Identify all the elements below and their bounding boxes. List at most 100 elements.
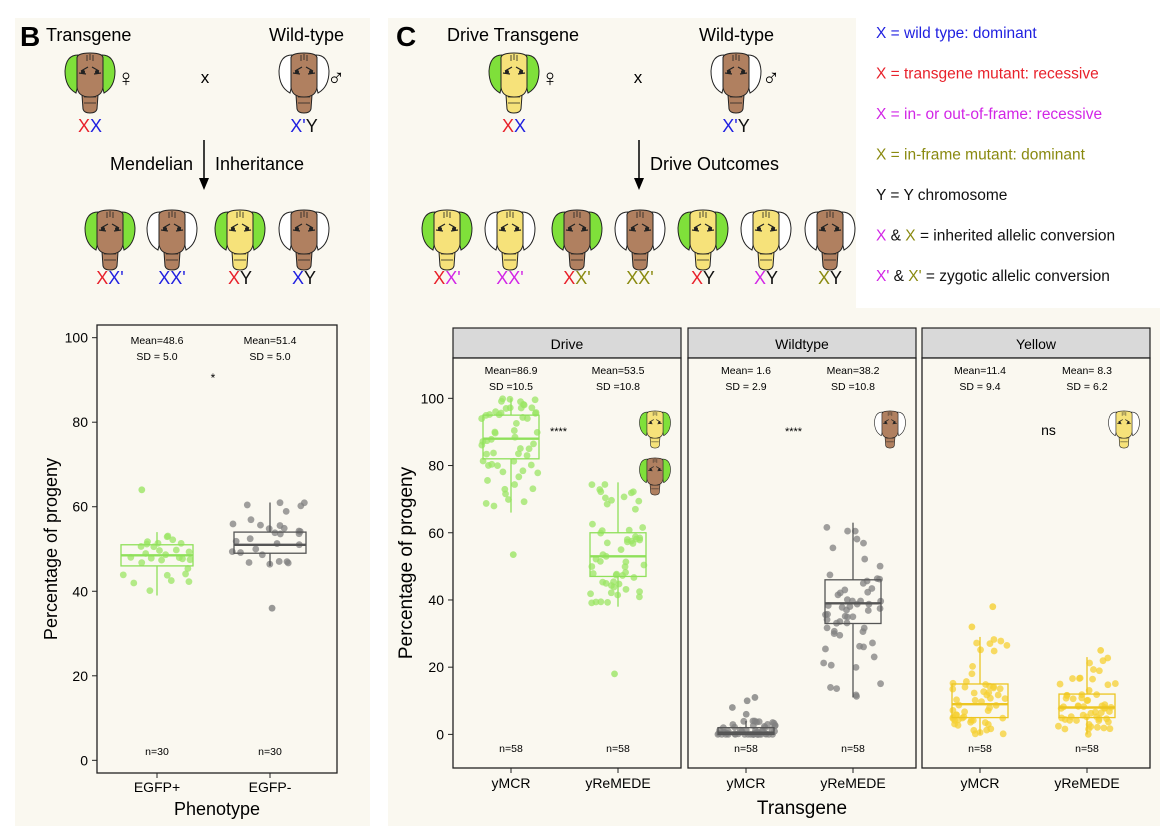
chart-c-facet-0-series-0-point [490,502,498,510]
legend-item-3-part-0: X = in-frame mutant: dominant [876,147,1086,164]
fly-b-offspring-1-bristles [168,211,176,218]
chart-b-series-1-point [228,548,236,556]
chart-c-facet-0-n-label-1: n=58 [606,743,630,755]
chart-c-facet-1-series-0-outlier-3 [751,694,759,701]
chart-c-facet-2-series-0-point [968,670,976,678]
chart-b-series-0-point [143,540,151,548]
chart-c-facet-1-fly-icon-0-antennae [883,419,897,425]
fly-b-offspring-0 [84,209,136,271]
chart-b-series-1-point [258,551,266,559]
chart-b-series-0-point [156,547,163,554]
fly-b-parent-female-right-antenna-base [95,70,99,74]
chart-c-facet-0-series-0-point [482,500,490,507]
chart-c-facet-0-series-1-point [588,481,596,489]
chart-c-facet-0-series-1-point [589,570,597,577]
fly-c-parent-male-antennae [724,66,748,75]
fly-b-parent-male [278,52,330,114]
panel-c-offspring-genotype-1-part-1: X' [508,268,523,288]
fly-b-offspring-2-left-antenna-base [231,227,235,231]
chart-c-facet-0-series-0-point [488,460,496,468]
chart-b-series-1-point [300,499,308,507]
fly-b-parent-female-antennae [78,66,102,75]
chart-c-facet-0-series-1-point [597,598,605,606]
fly-c-offspring-1-face [496,209,524,255]
fly-c-offspring-6-antennae [818,223,842,232]
chart-c-facet-2-series-1-point [1055,722,1062,730]
chart-b-sd-label-1: SD = 5.0 [249,351,290,363]
chart-c-facet-0-mean-label-1: Mean=53.5 [592,365,645,377]
chart-b-series-1-point [246,535,254,543]
chart-c-facet-0-series-1-point [620,493,628,501]
fly-c-offspring-0-left-antenna-base [438,227,442,231]
chart-b-series-0-point [146,587,154,594]
legend-item-6-part-3: = zygotic allelic conversion [922,268,1110,285]
legend-item-5-part-3: = inherited allelic conversion [916,228,1115,245]
fly-c-parent-female-face [500,52,528,98]
chart-c-facet-0-series-0-point [478,415,486,422]
legend-item-4: Y = Y chromosome [876,187,1007,204]
fly-b-offspring-2 [214,209,266,271]
chart-c-facet-2-fly-icon-0-left-antenna-base [1118,421,1121,424]
chart-c-facet-1-series-1-point [829,544,837,552]
fly-b-offspring-1-right-antenna-base [177,227,181,231]
chart-c-facet-2-series-0-point [990,684,997,692]
chart-c-facet-0-series-0-point [528,404,536,412]
chart-c-facet-2-sd-label-1: SD = 6.2 [1066,381,1107,393]
chart-c-facet-0-series-0-point [498,397,505,405]
chart-c-facet-0-series-1-point [617,546,625,554]
chart-c-facet-0-series-0-point [510,457,518,465]
chart-c-facet-0-sd-label-1: SD =10.8 [596,381,640,393]
chart-b-series-0-point [185,548,193,556]
fly-b-offspring-0-left-antenna-base [101,227,105,231]
chart-c-facet-0-series-0-group [478,395,542,558]
fly-b-parent-female-left-antenna-base [81,70,85,74]
panel-c-offspring-genotype-6-part-1: Y [830,268,842,288]
chart-c-facet-0-series-0-point [511,481,519,488]
panel-c-offspring-genotype-5: XY [754,268,778,288]
chart-c-facet-0-series-1-point [619,572,626,579]
chart-c-facet-2-series-0-point [990,647,998,655]
panel-c-offspring-genotype-6-part-0: X [818,268,830,288]
chart-b-series-0-point [130,579,138,587]
chart-c-facet-0-series-0-point [501,485,509,493]
chart-c-facet-0-mean-label-0: Mean=86.9 [485,365,538,377]
chart-c-facet-2-series-0-point [949,685,957,693]
chart-c-facet-2-series-1-point [1089,675,1096,683]
chart-c-facet-0-fly-icon-1-face [646,457,664,486]
chart-c-facet-1-fly-icon-0-bristles [887,411,893,416]
chart-c-facet-2-series-1-point [1106,725,1114,733]
chart-c-facet-2-series-1-point [1073,717,1080,724]
chart-c-facet-0-series-1-point [597,488,605,496]
chart-c-facet-1-series-1-point [869,639,876,647]
chart-c-facet-0-series-1-point [631,505,639,513]
panel-b-letter: B [20,21,40,52]
fly-c-offspring-2-right-antenna-base [582,227,586,231]
panel-b-offspring-genotype-0-part-0: X [96,268,108,288]
chart-c-facet-2-fly-icon-0-face [1115,410,1133,439]
chart-c-facet-2-mean-label-0: Mean=11.4 [954,365,1006,377]
panel-b-arrow-right-label: Inheritance [215,154,304,174]
panel-c-offspring-genotype-4-part-0: X [691,268,703,288]
chart-b-series-1-point [257,521,264,529]
chart-b-ytick-label-4: 80 [72,414,88,430]
chart-c-facet-0-series-0-point [531,396,539,404]
chart-c-facet-2-series-0-point [970,689,978,697]
chart-c-facet-1-series-1-point [841,586,849,594]
chart-b-series-0-point [163,571,171,579]
chart-c-facet-2-fly-icon-0-bristles [1121,411,1127,416]
panel-b-offspring-genotype-1-part-0: X [158,268,170,288]
chart-c-facet-2-series-0-point [952,711,960,719]
fly-c-offspring-5 [740,209,792,271]
chart-c-facet-1-xtick-label-0: yMCR [727,775,766,791]
panel-b-cross-symbol: x [201,68,210,87]
chart-c-facet-0-series-1-point [601,494,609,502]
panel-c-parent2-genotype: X'Y [722,116,749,136]
fly-c-offspring-2 [551,209,603,271]
chart-c-facet-2-series-0-point [1003,641,1011,649]
chart-c-facet-0-fly-icon-1 [639,457,671,496]
legend-item-6-part-2: X' [908,268,921,285]
chart-b-series-1-point [271,529,279,537]
chart-c-facet-1-series-1-point [852,663,860,671]
fly-b-offspring-0-right-antenna-base [115,227,119,231]
chart-c-facet-1-series-1-group [820,522,885,700]
